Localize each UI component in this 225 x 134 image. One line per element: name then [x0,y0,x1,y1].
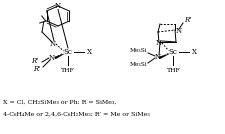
Text: R': R' [33,65,40,73]
Text: Me₃Si: Me₃Si [129,49,146,53]
Text: N: N [49,54,55,62]
Text: N: N [154,53,160,61]
Text: X = Cl, CH₂SiMe₃ or Ph; R = SiMe₃,: X = Cl, CH₂SiMe₃ or Ph; R = SiMe₃, [3,100,116,105]
Text: N: N [175,27,181,35]
Text: THF: THF [166,68,180,72]
Text: R': R' [31,57,38,65]
Text: N: N [155,39,161,47]
Polygon shape [158,54,168,59]
Text: Me₃Si: Me₃Si [129,62,146,68]
Text: THF: THF [61,68,74,72]
Text: 4-C₆H₄Me or 2,4,6-C₆H₂Me₃; R’ = Me or SiMe₃: 4-C₆H₄Me or 2,4,6-C₆H₂Me₃; R’ = Me or Si… [3,112,149,117]
Text: X: X [87,48,92,56]
Polygon shape [54,54,64,59]
Text: Sc: Sc [63,48,72,56]
Text: N: N [55,2,61,10]
Text: N: N [50,40,56,48]
Text: X: X [191,48,196,56]
Text: Sc: Sc [168,48,177,56]
Text: R': R' [183,16,190,24]
